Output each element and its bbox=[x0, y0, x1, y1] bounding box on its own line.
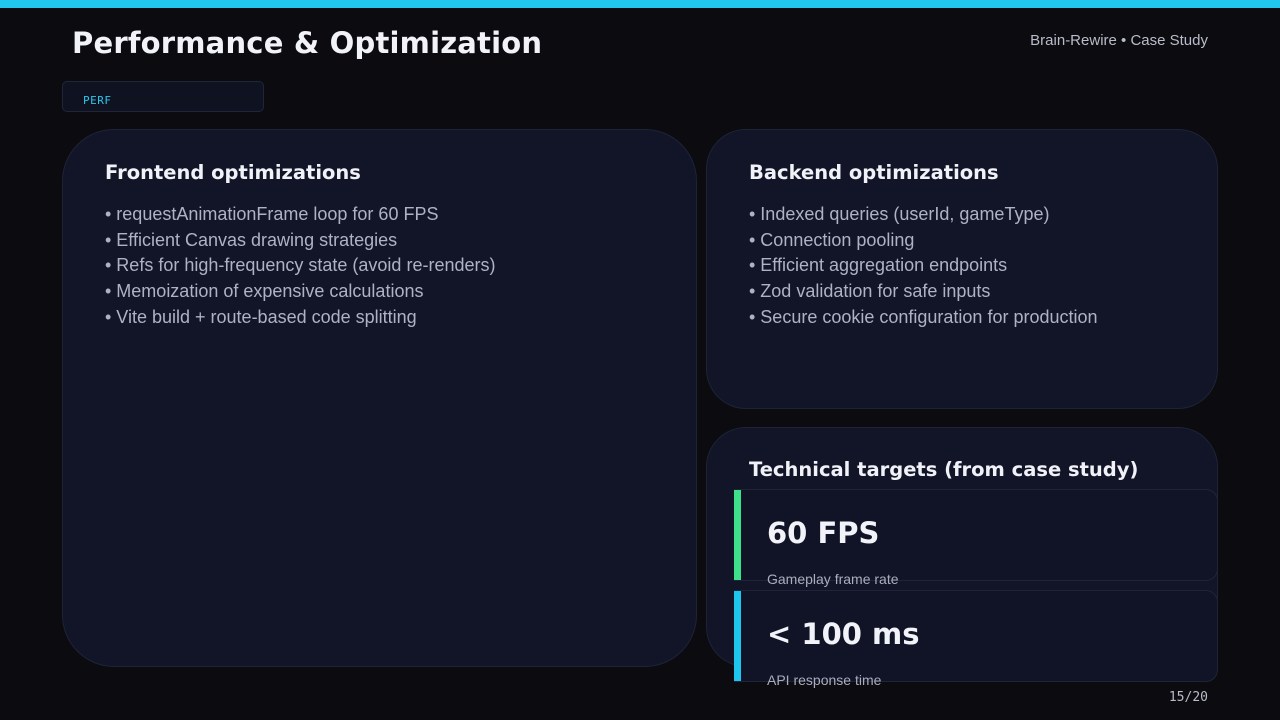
metric-label: Gameplay frame rate bbox=[767, 571, 899, 587]
section-tag-label: PERF bbox=[83, 94, 112, 107]
metric-accent-bar bbox=[734, 490, 741, 580]
metric-value: 60 FPS bbox=[767, 516, 880, 550]
frontend-bullet: • requestAnimationFrame loop for 60 FPS bbox=[105, 204, 439, 224]
backend-bullet: • Secure cookie configuration for produc… bbox=[749, 306, 1098, 327]
page-number: 15/20 bbox=[1168, 690, 1208, 705]
metric-accent-bar bbox=[734, 591, 741, 681]
deck-label: Brain-Rewire • Case Study bbox=[1030, 32, 1208, 49]
backend-bullet: • Zod validation for safe inputs bbox=[749, 281, 991, 302]
metric-value: < 100 ms bbox=[767, 617, 920, 651]
slide-title: Performance & Optimization bbox=[72, 26, 543, 60]
frontend-bullet: • Refs for high-frequency state (avoid r… bbox=[105, 255, 496, 276]
top-accent-bar bbox=[0, 0, 1280, 8]
frontend-bullet: • Vite build + route-based code splittin… bbox=[105, 306, 417, 327]
frontend-card: Frontend optimizations • requestAnimatio… bbox=[62, 129, 697, 667]
backend-card: Backend optimizations • Indexed queries … bbox=[706, 129, 1218, 409]
metric-label: API response time bbox=[767, 672, 882, 688]
backend-bullet: • Efficient aggregation endpoints bbox=[749, 255, 1008, 276]
metric-card-fps: 60 FPS Gameplay frame rate bbox=[734, 489, 1218, 587]
section-tag: PERF bbox=[62, 81, 264, 112]
frontend-card-title: Frontend optimizations bbox=[105, 161, 361, 184]
backend-bullet-list: • Indexed queries (userId, gameType) • C… bbox=[749, 202, 1098, 331]
frontend-bullet: • Efficient Canvas drawing strategies bbox=[105, 229, 398, 250]
frontend-bullet-list: • requestAnimationFrame loop for 60 FPS … bbox=[105, 202, 495, 331]
backend-card-title: Backend optimizations bbox=[749, 161, 999, 184]
backend-bullet: • Indexed queries (userId, gameType) bbox=[749, 204, 1050, 224]
metric-card-api: < 100 ms API response time bbox=[734, 590, 1218, 688]
targets-card-title: Technical targets (from case study) bbox=[749, 458, 1139, 481]
backend-bullet: • Connection pooling bbox=[749, 229, 915, 250]
frontend-bullet: • Memoization of expensive calculations bbox=[105, 281, 424, 302]
